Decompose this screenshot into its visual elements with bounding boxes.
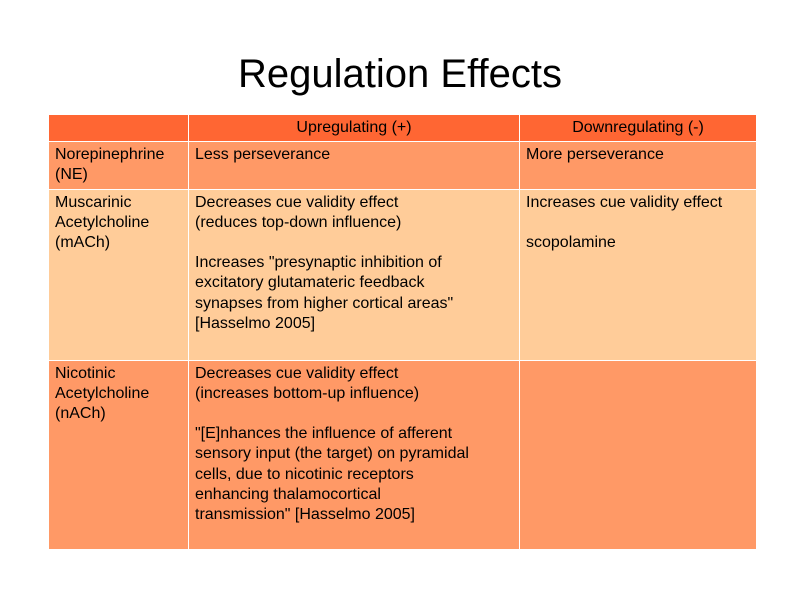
downregulating-cell: [520, 360, 757, 549]
upregulating-text: "[E]nhances the influence of afferent se…: [195, 424, 513, 525]
header-upregulating: Upregulating (+): [189, 115, 520, 142]
table-row-nicotinic: Nicotinic Acetylcholine (nACh) Decreases…: [49, 360, 757, 549]
slide-title: Regulation Effects: [0, 48, 800, 100]
downregulating-text: Increases cue validity effect: [526, 193, 750, 213]
upregulating-cell: Less perseverance: [189, 142, 520, 190]
table-row-norepinephrine: Norepinephrine (NE) Less perseverance Mo…: [49, 142, 757, 190]
header-agent: [49, 115, 189, 142]
upregulating-text: Increases "presynaptic inhibition of exc…: [195, 253, 513, 334]
downregulating-text: More perseverance: [526, 145, 750, 165]
upregulating-cell: Decreases cue validity effect (reduces t…: [189, 189, 520, 360]
agent-cell: Norepinephrine (NE): [49, 142, 189, 190]
upregulating-cell: Decreases cue validity effect (increases…: [189, 360, 520, 549]
upregulating-text: Decreases cue validity effect (increases…: [195, 364, 513, 405]
table-row-muscarinic: Muscarinic Acetylcholine (mACh) Decrease…: [49, 189, 757, 360]
regulation-effects-table: Upregulating (+) Downregulating (-) Nore…: [48, 114, 757, 550]
agent-cell: Nicotinic Acetylcholine (nACh): [49, 360, 189, 549]
downregulating-cell: More perseverance: [520, 142, 757, 190]
upregulating-text: Less perseverance: [195, 145, 513, 165]
table-header-row: Upregulating (+) Downregulating (-): [49, 115, 757, 142]
downregulating-cell: Increases cue validity effect scopolamin…: [520, 189, 757, 360]
upregulating-text: Decreases cue validity effect (reduces t…: [195, 193, 513, 234]
downregulating-text: scopolamine: [526, 233, 750, 253]
agent-cell: Muscarinic Acetylcholine (mACh): [49, 189, 189, 360]
header-downregulating: Downregulating (-): [520, 115, 757, 142]
